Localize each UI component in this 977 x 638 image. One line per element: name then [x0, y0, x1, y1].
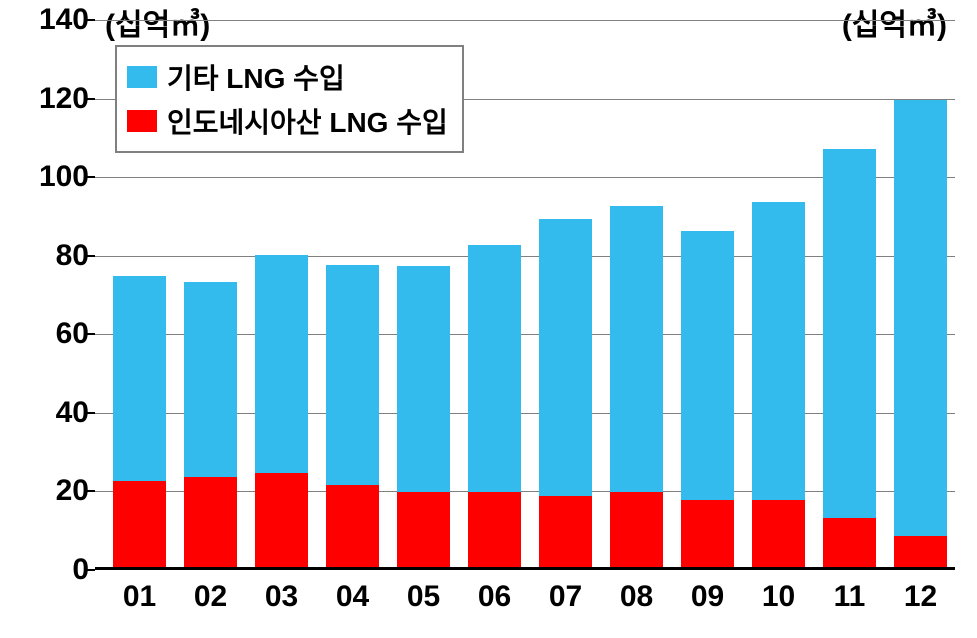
x-tick-label: 12	[904, 580, 937, 614]
bar-group	[610, 206, 663, 567]
y-tick-label: 20	[56, 474, 89, 508]
bar-segment-other	[113, 276, 166, 480]
bar-segment-other	[610, 206, 663, 493]
bar-segment-indonesia	[610, 492, 663, 567]
y-tick-label: 40	[56, 396, 89, 430]
legend: 기타 LNG 수입 인도네시아산 LNG 수입	[115, 45, 464, 153]
bar-segment-other	[184, 282, 237, 476]
legend-swatch-indonesia	[127, 110, 157, 132]
legend-label-indonesia: 인도네시아산 LNG 수입	[167, 101, 448, 141]
legend-swatch-other	[127, 66, 157, 88]
bar-group	[326, 265, 379, 568]
bar-group	[823, 149, 876, 567]
x-tick-label: 01	[123, 580, 156, 614]
y-tick-label: 80	[56, 239, 89, 273]
bar-segment-indonesia	[255, 473, 308, 567]
y-tick-label: 60	[56, 317, 89, 351]
bar-segment-indonesia	[397, 492, 450, 567]
bar-group	[468, 245, 521, 567]
bar-group	[539, 219, 592, 567]
bar-group	[113, 276, 166, 567]
bar-segment-other	[326, 265, 379, 485]
bar-segment-indonesia	[184, 477, 237, 567]
bar-group	[255, 255, 308, 567]
bar-segment-indonesia	[894, 536, 947, 567]
y-tick-label: 100	[39, 160, 89, 194]
x-tick-label: 08	[620, 580, 653, 614]
bar-segment-indonesia	[539, 496, 592, 567]
bar-segment-other	[823, 149, 876, 518]
bar-segment-indonesia	[752, 500, 805, 567]
y-tick-label: 140	[39, 3, 89, 37]
bar-segment-other	[468, 245, 521, 493]
x-tick-label: 04	[336, 580, 369, 614]
bar-segment-other	[681, 231, 734, 500]
bar-segment-indonesia	[681, 500, 734, 567]
bar-group	[397, 266, 450, 567]
bar-segment-other	[894, 100, 947, 536]
bar-segment-indonesia	[468, 492, 521, 567]
x-tick-label: 03	[265, 580, 298, 614]
legend-label-other: 기타 LNG 수입	[167, 57, 345, 97]
x-tick-label: 09	[691, 580, 724, 614]
x-tick-label: 05	[407, 580, 440, 614]
bar-segment-indonesia	[113, 481, 166, 567]
x-tick-label: 10	[762, 580, 795, 614]
y-tick-label: 120	[39, 82, 89, 116]
legend-item-other: 기타 LNG 수입	[127, 55, 448, 99]
x-tick-label: 02	[194, 580, 227, 614]
gridline	[95, 20, 955, 21]
legend-item-indonesia: 인도네시아산 LNG 수입	[127, 99, 448, 143]
x-tick-label: 11	[834, 580, 866, 614]
bar-segment-other	[255, 255, 308, 473]
bar-segment-indonesia	[326, 485, 379, 568]
bar-group	[752, 202, 805, 567]
bar-segment-other	[397, 266, 450, 492]
x-tick-label: 07	[549, 580, 582, 614]
bar-segment-other	[539, 219, 592, 496]
y-tick-label: 0	[72, 553, 89, 587]
chart-container: (십억㎥) (십억㎥) 기타 LNG 수입 인도네시아산 LNG 수입 0204…	[0, 0, 977, 638]
bar-group	[894, 100, 947, 568]
bar-segment-indonesia	[823, 518, 876, 567]
bar-group	[184, 282, 237, 567]
x-tick-label: 06	[478, 580, 511, 614]
bar-segment-other	[752, 202, 805, 501]
bar-group	[681, 231, 734, 567]
